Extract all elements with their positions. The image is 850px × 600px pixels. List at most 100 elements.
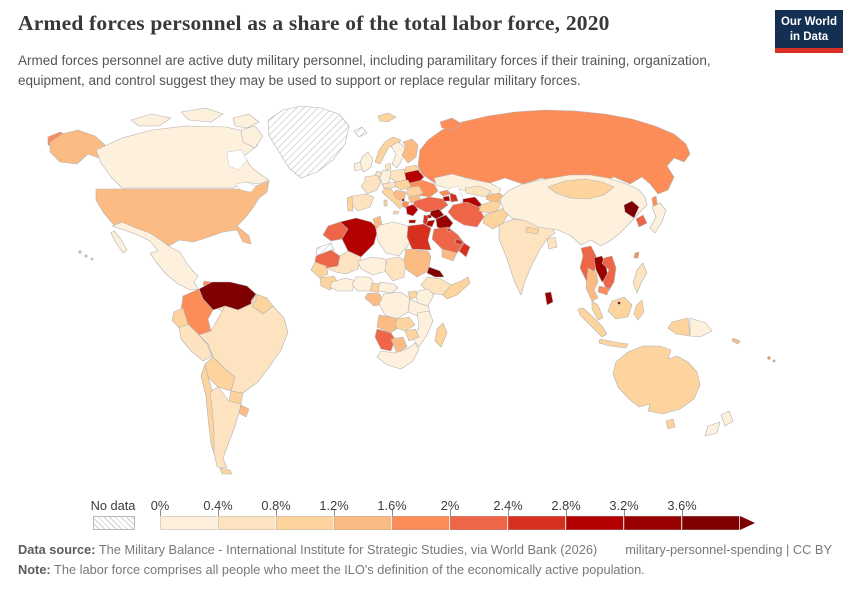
- country-indonesia-borneo[interactable]: [607, 296, 633, 320]
- country-denmark[interactable]: [384, 162, 392, 171]
- country-iraq[interactable]: [435, 214, 454, 232]
- country-brunei[interactable]: [617, 301, 621, 305]
- country-central-african-republic[interactable]: [377, 281, 399, 294]
- country-montenegro[interactable]: [401, 198, 405, 202]
- country-indonesia-java[interactable]: [598, 338, 629, 349]
- country-azerbaijan[interactable]: [449, 192, 459, 203]
- country-libya[interactable]: [375, 221, 411, 257]
- country-armenia[interactable]: [442, 195, 451, 202]
- legend-segment-4[interactable]: [392, 516, 450, 530]
- country-madagascar[interactable]: [434, 322, 448, 348]
- country-zambia[interactable]: [394, 316, 416, 332]
- country-japan[interactable]: [649, 202, 667, 234]
- country-new-zealand-south[interactable]: [704, 421, 721, 437]
- country-mozambique[interactable]: [412, 310, 434, 348]
- country-somalia[interactable]: [442, 276, 471, 300]
- legend-color-bar[interactable]: [160, 516, 740, 530]
- country-botswana[interactable]: [390, 336, 408, 354]
- country-senegal[interactable]: [310, 261, 329, 279]
- legend-segment-9[interactable]: [682, 516, 740, 530]
- country-canada[interactable]: [95, 125, 270, 189]
- country-usa-hawaii-3[interactable]: [90, 257, 94, 261]
- country-argentina[interactable]: [209, 386, 242, 469]
- country-new-caledonia[interactable]: [731, 337, 741, 345]
- country-poland[interactable]: [388, 168, 407, 183]
- country-central-europe[interactable]: [394, 179, 412, 191]
- legend-segment-6[interactable]: [508, 516, 566, 530]
- country-portugal[interactable]: [346, 195, 354, 212]
- country-france[interactable]: [360, 174, 382, 195]
- country-papua-new-guinea[interactable]: [689, 317, 713, 338]
- legend-segment-1[interactable]: [218, 516, 276, 530]
- country-canada-arctic-1[interactable]: [130, 113, 172, 127]
- country-drc[interactable]: [378, 291, 411, 320]
- country-jordan[interactable]: [425, 219, 436, 228]
- country-italy[interactable]: [381, 187, 404, 210]
- country-south-korea[interactable]: [635, 214, 648, 228]
- country-iran[interactable]: [447, 201, 485, 228]
- country-mexico[interactable]: [111, 221, 199, 291]
- country-pakistan[interactable]: [482, 206, 510, 230]
- country-peru[interactable]: [178, 323, 213, 362]
- legend-no-data-swatch[interactable]: [93, 516, 135, 530]
- country-ireland[interactable]: [353, 161, 363, 172]
- country-thailand[interactable]: [585, 267, 599, 302]
- country-iceland[interactable]: [353, 126, 368, 138]
- country-greece-crete[interactable]: [408, 219, 417, 224]
- country-spain[interactable]: [349, 193, 375, 212]
- country-cambodia[interactable]: [597, 285, 610, 296]
- country-sudan[interactable]: [403, 248, 432, 278]
- country-canada-baffin[interactable]: [240, 125, 264, 149]
- legend-segment-3[interactable]: [334, 516, 392, 530]
- legend-segment-2[interactable]: [276, 516, 334, 530]
- country-usa[interactable]: [95, 180, 270, 251]
- country-north-korea[interactable]: [623, 200, 640, 219]
- country-new-zealand-north[interactable]: [720, 410, 734, 427]
- country-mongolia[interactable]: [547, 178, 615, 200]
- country-cameroon[interactable]: [369, 282, 381, 294]
- country-indonesia-sumatra[interactable]: [577, 307, 608, 338]
- country-saudi-arabia[interactable]: [431, 226, 465, 254]
- country-finland[interactable]: [401, 138, 419, 164]
- country-australia-tasmania[interactable]: [665, 418, 676, 430]
- country-italy-sicily[interactable]: [392, 210, 400, 215]
- country-sweden[interactable]: [390, 141, 406, 169]
- country-kuwait[interactable]: [447, 228, 451, 232]
- country-algeria[interactable]: [339, 217, 379, 258]
- country-italy-sardinia[interactable]: [383, 199, 388, 207]
- country-usa-hawaii-2[interactable]: [84, 254, 88, 258]
- country-australia[interactable]: [612, 345, 701, 415]
- country-uae[interactable]: [454, 238, 464, 246]
- legend-segment-7[interactable]: [566, 516, 624, 530]
- country-west-africa[interactable]: [329, 277, 357, 292]
- country-philippines[interactable]: [632, 262, 648, 294]
- country-gabon-congo[interactable]: [364, 292, 385, 307]
- country-alpine[interactable]: [382, 181, 400, 189]
- country-mexico-baja[interactable]: [110, 230, 128, 254]
- country-canada-arctic-3[interactable]: [232, 113, 260, 129]
- country-yemen[interactable]: [441, 248, 458, 262]
- country-chad[interactable]: [384, 256, 407, 282]
- country-canada-arctic-2[interactable]: [180, 107, 224, 123]
- country-taiwan[interactable]: [633, 251, 640, 259]
- legend-segment-0[interactable]: [160, 516, 218, 530]
- country-balkans[interactable]: [392, 189, 407, 202]
- country-china[interactable]: [499, 174, 648, 247]
- country-uzbekistan[interactable]: [464, 185, 492, 198]
- country-namibia[interactable]: [374, 328, 396, 352]
- country-niger[interactable]: [357, 256, 388, 276]
- country-greece[interactable]: [405, 203, 419, 217]
- country-indonesia-papua[interactable]: [667, 317, 691, 337]
- country-russia-novaya-zemlya[interactable]: [439, 117, 463, 131]
- country-angola[interactable]: [376, 314, 401, 334]
- country-tierra-del-fuego[interactable]: [219, 467, 233, 475]
- footer-rights-link[interactable]: military-personnel-spending | CC BY: [625, 542, 832, 557]
- country-malaysia[interactable]: [591, 300, 604, 321]
- country-egypt[interactable]: [406, 223, 432, 251]
- country-indonesia-sulawesi[interactable]: [633, 299, 645, 321]
- country-eritrea[interactable]: [426, 266, 445, 278]
- country-nepal[interactable]: [525, 226, 540, 235]
- country-fiji-1[interactable]: [767, 356, 771, 360]
- country-usa-hawaii-1[interactable]: [78, 250, 82, 254]
- country-fiji-2[interactable]: [772, 359, 776, 363]
